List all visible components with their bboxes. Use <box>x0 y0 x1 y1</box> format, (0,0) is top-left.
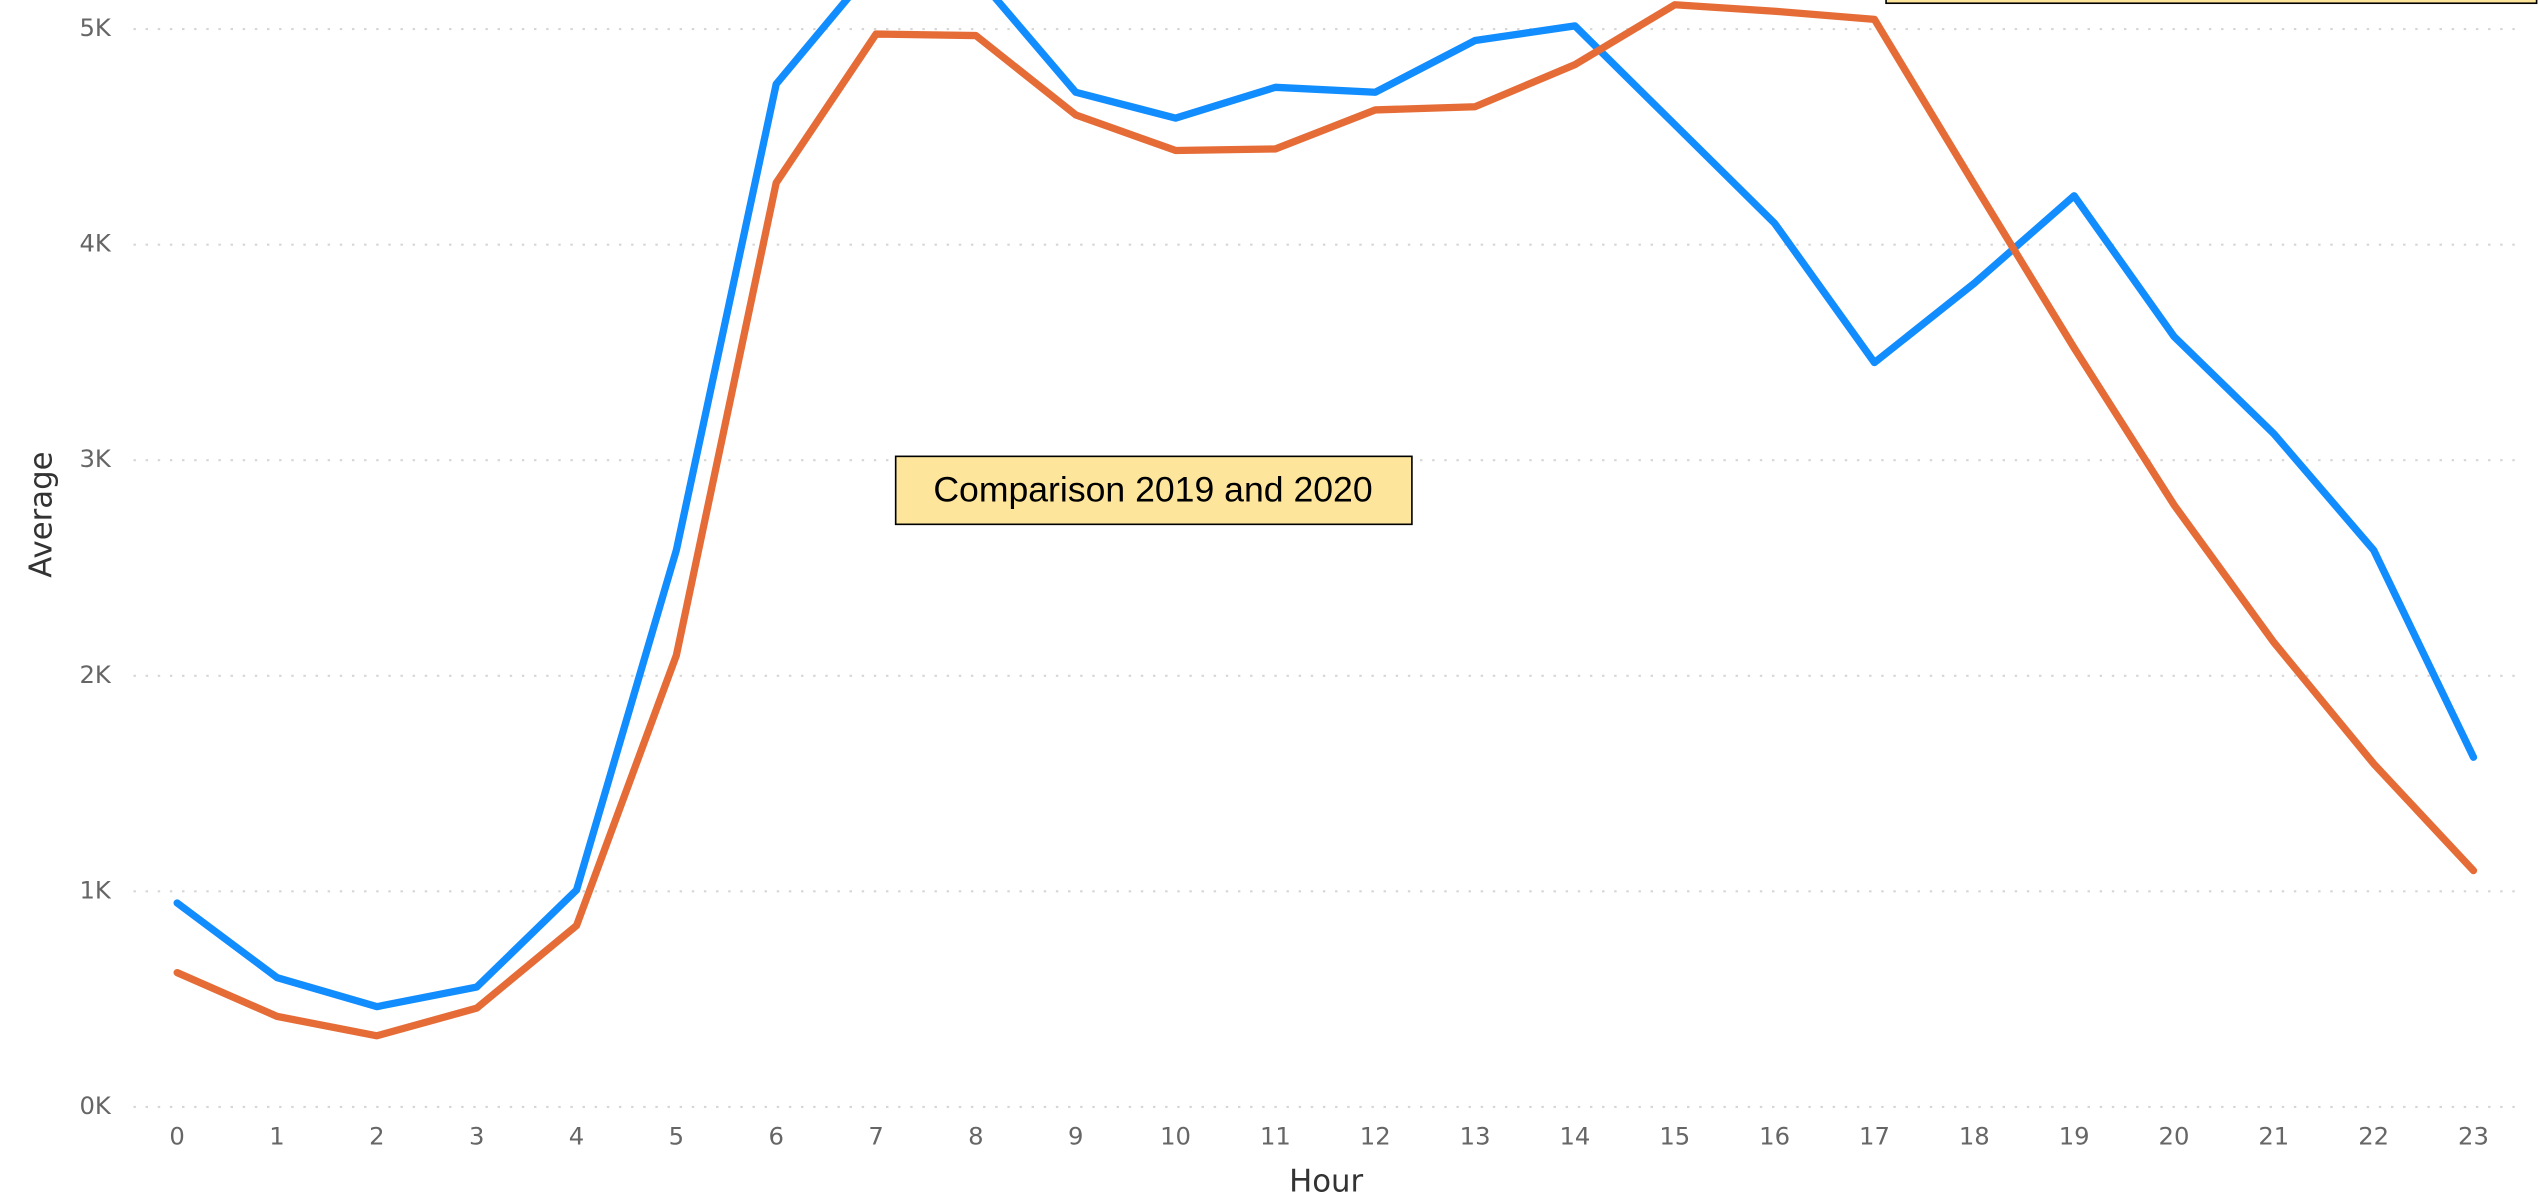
x-tick-label: 19 <box>2059 1122 2090 1151</box>
x-axis-title: Hour <box>1289 1163 1363 1199</box>
y-tick-label: 0K <box>79 1091 111 1120</box>
annotation-box <box>894 455 1413 526</box>
x-tick-label: 8 <box>968 1122 983 1151</box>
x-tick-label: 2 <box>369 1122 384 1151</box>
x-tick-label: 0 <box>169 1122 184 1151</box>
x-tick-label: 23 <box>2458 1122 2489 1151</box>
y-axis-title: Average <box>23 452 59 578</box>
annotation: Comparison 2019 and 2020 <box>933 469 1372 509</box>
x-tick-label: 10 <box>1160 1122 1191 1151</box>
x-tick-label: 20 <box>2159 1122 2190 1151</box>
series-line <box>173 1 2478 1040</box>
x-tick-label: 18 <box>1959 1122 1990 1151</box>
y-tick-label: 4K <box>79 229 111 258</box>
cut-off-box <box>1885 0 2538 5</box>
x-tick-label: 3 <box>469 1122 484 1151</box>
grid <box>133 28 2518 1108</box>
x-tick-label: 12 <box>1360 1122 1391 1151</box>
x-tick-label: 13 <box>1460 1122 1491 1151</box>
x-tick-label: 15 <box>1659 1122 1690 1151</box>
x-tick-label: 5 <box>669 1122 684 1151</box>
x-tick-label: 21 <box>2258 1122 2289 1151</box>
y-tick-label: 1K <box>79 875 111 904</box>
y-tick-label: 2K <box>79 660 111 689</box>
lines <box>173 0 2478 1040</box>
y-tick-label: 3K <box>79 444 111 473</box>
x-tick-label: 11 <box>1260 1122 1291 1151</box>
x-tick-label: 16 <box>1759 1122 1790 1151</box>
series-line <box>173 0 2478 1011</box>
x-tick-label: 17 <box>1859 1122 1890 1151</box>
x-tick-label: 4 <box>569 1122 584 1151</box>
x-tick-label: 1 <box>269 1122 284 1151</box>
x-tick-label: 6 <box>768 1122 783 1151</box>
x-tick-label: 7 <box>868 1122 883 1151</box>
x-tick-label: 9 <box>1068 1122 1083 1151</box>
x-tick-label: 14 <box>1559 1122 1590 1151</box>
x-tick-label: 22 <box>2358 1122 2389 1151</box>
y-tick-label: 5K <box>79 13 111 42</box>
